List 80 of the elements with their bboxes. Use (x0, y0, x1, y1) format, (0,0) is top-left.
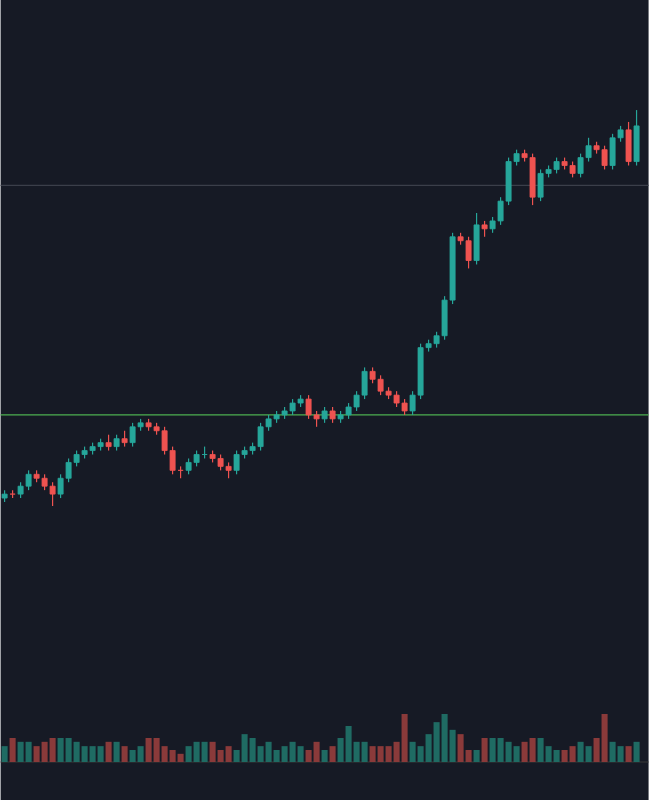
bar (217, 749, 225, 762)
bar (177, 753, 185, 762)
bar (121, 746, 129, 762)
candlestick (306, 394, 312, 420)
bar (513, 746, 521, 762)
bar (169, 749, 177, 762)
bar (505, 741, 513, 762)
bar (441, 713, 449, 762)
bar (41, 741, 49, 762)
bar (561, 749, 569, 762)
bar (225, 746, 233, 762)
bar (1, 746, 9, 762)
candlestick (626, 121, 632, 167)
bar (313, 741, 321, 762)
bar (497, 737, 505, 762)
bar (113, 741, 121, 762)
bar (289, 741, 297, 762)
bar (193, 741, 201, 762)
bar (129, 749, 137, 762)
bar (241, 734, 249, 762)
bar (489, 737, 497, 762)
bar (329, 746, 337, 762)
bar (481, 737, 489, 762)
candlestick (234, 449, 240, 475)
bar (25, 741, 33, 762)
bar (609, 741, 617, 762)
bar (433, 722, 441, 762)
bar (529, 737, 537, 762)
bar (153, 737, 161, 762)
bar (585, 746, 593, 762)
bar (9, 737, 17, 762)
bar (265, 741, 273, 762)
candlestick (634, 109, 640, 167)
bar (97, 746, 105, 762)
bar (209, 741, 217, 762)
bar (633, 741, 641, 762)
bar (185, 746, 193, 762)
bar (361, 741, 369, 762)
bar (257, 746, 265, 762)
bar (49, 737, 57, 762)
bar (537, 737, 545, 762)
bar (297, 746, 305, 762)
bar (201, 741, 209, 762)
bar (369, 746, 377, 762)
bar (377, 746, 385, 762)
bar (617, 746, 625, 762)
bar (601, 713, 609, 762)
bar (137, 746, 145, 762)
bar (145, 737, 153, 762)
bar (105, 741, 113, 762)
bar (17, 741, 25, 762)
bar (385, 746, 393, 762)
bar (33, 746, 41, 762)
bar (553, 749, 561, 762)
bar (73, 741, 81, 762)
bar (569, 746, 577, 762)
bar (625, 746, 633, 762)
bar (81, 746, 89, 762)
bar (401, 713, 409, 762)
bar (321, 749, 329, 762)
bar (89, 746, 97, 762)
bar (65, 737, 73, 762)
bar (457, 734, 465, 762)
bar (249, 737, 257, 762)
bar (473, 749, 481, 762)
bar (273, 749, 281, 762)
bar (305, 749, 313, 762)
candlestick (538, 168, 544, 202)
bar (161, 746, 169, 762)
candlestick (610, 133, 616, 171)
candlestick (130, 422, 136, 448)
bar (521, 741, 529, 762)
bar (345, 725, 353, 762)
bar (281, 746, 289, 762)
bar (577, 741, 585, 762)
candlestick (578, 153, 584, 178)
bar (545, 746, 553, 762)
candlestick (474, 212, 480, 266)
bar (57, 737, 65, 762)
bar (409, 741, 417, 762)
